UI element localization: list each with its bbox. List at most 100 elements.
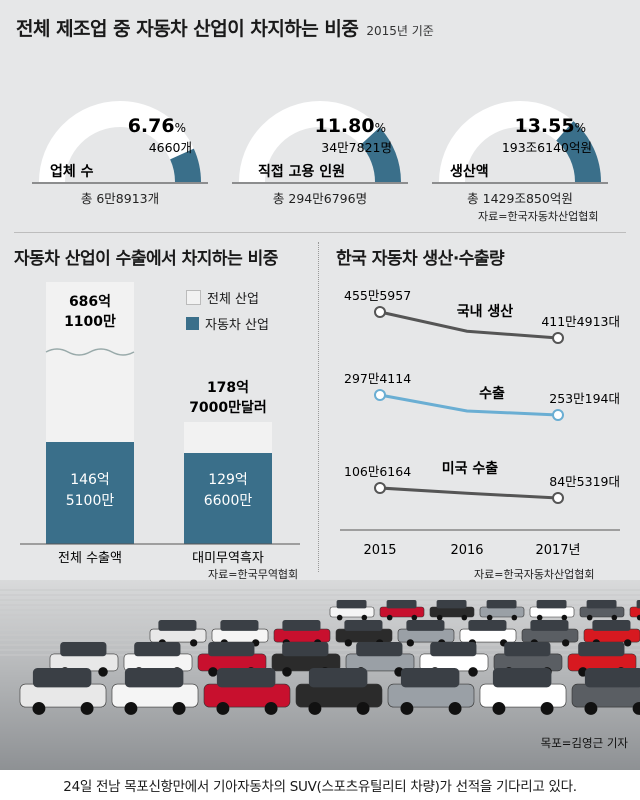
car (387, 668, 475, 715)
series-3: 106만6164 84만5319대 미국 수출 (344, 460, 620, 504)
gauge-track (39, 101, 201, 183)
car (379, 600, 425, 621)
car (19, 668, 107, 715)
series-point (552, 332, 564, 344)
legend-total-label: 전체 산업 (207, 292, 259, 307)
bar1-auto-label-1: 146억 (70, 472, 110, 488)
car (345, 642, 415, 677)
series-point (374, 306, 386, 318)
export-bar-chart: 686억 1100만 146억 5100만 178억 7000만달러 129억 … (20, 282, 300, 566)
car (429, 600, 475, 621)
car (479, 668, 567, 715)
car (397, 620, 455, 647)
car (629, 600, 640, 621)
series-point (552, 409, 564, 421)
page-title: 전체 제조업 중 자동차 산업이 차지하는 비중 2015년 기준 (16, 14, 434, 41)
bar2-category: 대미무역흑자 (192, 551, 264, 566)
bar2-total-label-2: 7000만달러 (189, 400, 267, 416)
title-text: 전체 제조업 중 자동차 산업이 차지하는 비중 (16, 18, 359, 40)
series-name: 미국 수출 (442, 460, 499, 477)
series-1: 455만5957 411만4913대 국내 생산 (344, 288, 620, 344)
gauge-fill (360, 127, 401, 183)
gauge-2-total: 총 294만6796명 (272, 191, 368, 206)
legend-total-swatch (186, 290, 201, 305)
series-start-label: 297만4114 (344, 371, 411, 386)
line-source: 자료=한국자동차산업협회 (474, 568, 595, 581)
car (335, 620, 393, 647)
x-label-2017: 2017년 (535, 543, 580, 558)
gauge-value: 34만7821명 (321, 140, 392, 155)
export-source: 자료=한국무역협회 (208, 568, 299, 581)
divider-horizontal (14, 232, 626, 233)
gauge-1-total: 총 6만8913개 (80, 191, 160, 206)
series-line (379, 310, 559, 340)
series-name: 국내 생산 (457, 303, 514, 320)
line-section-title: 한국 자동차 생산·수출량 (336, 249, 505, 269)
bar-break-mark (45, 348, 135, 356)
car (295, 668, 383, 715)
gauge-fill (555, 121, 601, 183)
car (211, 620, 269, 647)
gauge-percent: 13.55% (514, 115, 586, 137)
series-line (379, 486, 559, 500)
gauge-percent: 6.76% (128, 115, 186, 137)
series-end-label: 84만5319대 (549, 474, 620, 489)
x-label-2016: 2016 (450, 543, 483, 558)
title-subtitle: 2015년 기준 (366, 24, 434, 38)
bar-auto-us-surplus (184, 453, 272, 544)
car (493, 642, 563, 677)
car (203, 668, 291, 715)
x-label-2015: 2015 (363, 543, 396, 558)
series-end-label: 253만194대 (549, 391, 620, 406)
export-section-title: 자동차 산업이 수출에서 차지하는 비중 (14, 249, 278, 269)
bar1-category: 전체 수출액 (58, 551, 122, 566)
series-end-label: 411만4913대 (541, 314, 620, 329)
photo-credit: 목포=김영근 기자 (540, 736, 628, 750)
line-chart: 455만5957 411만4913대 국내 생산 297만4114 253만194대 수출… (340, 288, 620, 558)
gauge-fill (169, 148, 201, 183)
gauge-percent: 11.80% (314, 115, 386, 137)
legend-auto: 자동차 산업 (186, 314, 269, 333)
series-point (552, 492, 564, 504)
bar1-total-label-1: 686억 (69, 294, 111, 310)
bar2-auto-label-1: 129억 (208, 472, 248, 488)
car (329, 600, 375, 621)
series-point (374, 482, 386, 494)
bar1-auto-label-2: 5100만 (66, 493, 115, 509)
bar2-total-label-1: 178억 (207, 380, 249, 396)
gauge-3-total: 총 1429조850억원 (467, 191, 573, 206)
gauge-value: 4660개 (149, 140, 192, 155)
legend-auto-label: 자동차 산업 (205, 318, 269, 333)
series-line (379, 393, 559, 417)
series-point (374, 389, 386, 401)
legend-total: 전체 산업 (186, 288, 259, 307)
series-start-label: 455만5957 (344, 288, 411, 303)
bar2-auto-label-2: 6600만 (204, 493, 253, 509)
car (149, 620, 207, 647)
car (479, 600, 525, 621)
car (571, 668, 640, 715)
gauge-source: 자료=한국자동차산업협회 (478, 210, 599, 223)
gauge-label: 업체 수 (50, 164, 94, 180)
series-start-label: 106만6164 (344, 464, 411, 479)
car-photo-illustration (0, 580, 640, 770)
bar-auto-exports (46, 442, 134, 544)
car (529, 600, 575, 621)
series-2: 297만4114 253만194대 수출 (344, 371, 620, 421)
photo-caption: 24일 전남 목포신항만에서 기아자동차의 SUV(스포츠유틸리티 차량)가 선… (0, 770, 640, 800)
series-name: 수출 (479, 385, 505, 402)
legend-auto-swatch (186, 317, 199, 330)
car (111, 668, 199, 715)
divider-vertical (318, 242, 319, 572)
gauge-value: 193조6140억원 (502, 140, 592, 155)
bar1-total-label-2: 1100만 (64, 314, 116, 330)
gauge-label: 생산액 (450, 163, 489, 180)
car (579, 600, 625, 621)
gauge-label: 직접 고용 인원 (258, 163, 345, 180)
car-photo (0, 580, 640, 770)
